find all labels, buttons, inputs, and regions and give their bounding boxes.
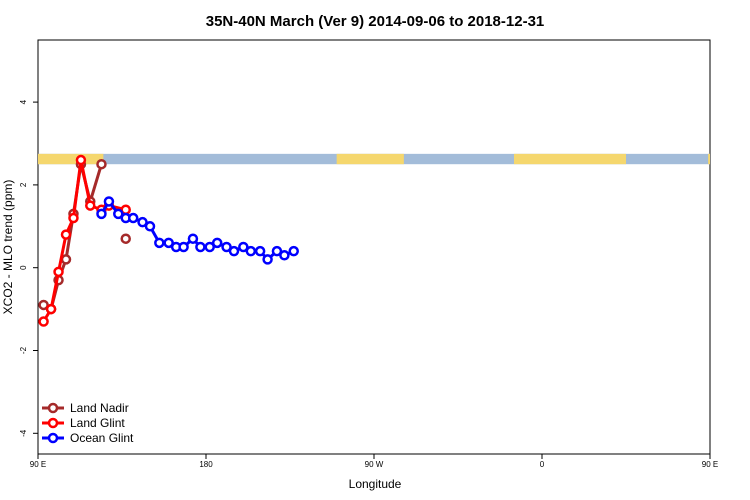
data-point <box>238 241 249 253</box>
data-point <box>53 266 64 278</box>
plot-frame <box>37 39 711 455</box>
data-point <box>85 200 96 211</box>
y-tick-label: -2 <box>19 346 28 354</box>
data-point <box>262 254 273 265</box>
legend-marker <box>47 417 59 429</box>
series-group <box>38 154 299 327</box>
data-point <box>103 196 115 207</box>
data-point <box>221 241 232 253</box>
axes: 90 E 180 90 W 0 90 E -4 -2 0 2 4 <box>19 99 718 469</box>
x-tick-label: 90 W <box>365 460 384 469</box>
y-tick-label: -4 <box>19 429 28 437</box>
x-tick-label: 90 E <box>30 460 46 469</box>
legend-label: Land Glint <box>70 416 125 430</box>
landmask-band <box>38 153 710 165</box>
data-point <box>144 221 156 232</box>
legend-label: Land Nadir <box>70 401 129 415</box>
y-tick-label: 4 <box>19 99 28 104</box>
data-point <box>195 241 206 253</box>
data-point <box>38 299 49 311</box>
data-point <box>178 241 189 253</box>
data-point <box>187 233 199 244</box>
series-ocean-glint <box>96 196 299 265</box>
x-tick-label: 0 <box>540 460 545 469</box>
x-tick-label: 180 <box>199 460 213 469</box>
data-point <box>45 303 57 315</box>
data-point <box>154 237 165 249</box>
data-point <box>60 254 72 265</box>
data-point <box>288 245 299 257</box>
data-point <box>75 154 87 166</box>
land-band-segment <box>514 153 626 165</box>
data-point <box>137 216 148 228</box>
data-point <box>113 208 124 220</box>
data-point <box>245 245 257 257</box>
data-point <box>163 237 174 249</box>
y-tick-label: 2 <box>19 182 28 187</box>
series-land-glint <box>38 154 131 327</box>
data-point <box>211 237 223 249</box>
data-point <box>271 245 283 257</box>
series-line <box>42 162 103 311</box>
y-tick-label: 0 <box>19 265 28 270</box>
land-band-segment <box>708 153 710 165</box>
x-tick-label: 90 E <box>702 460 718 469</box>
data-point <box>68 212 79 224</box>
data-point <box>38 316 49 327</box>
data-point <box>120 233 131 244</box>
data-point <box>204 241 215 253</box>
legend-label: Ocean Glint <box>70 431 134 445</box>
data-point <box>60 229 72 240</box>
data-point <box>96 208 107 220</box>
series-line <box>42 158 127 323</box>
data-point <box>254 245 266 257</box>
chart-title: 35N-40N March (Ver 9) 2014-09-06 to 2018… <box>206 13 545 30</box>
y-axis-label: XCO2 - MLO trend (ppm) <box>1 180 15 315</box>
land-band-segment <box>336 153 404 165</box>
legend-marker <box>47 402 59 414</box>
legend-marker <box>47 432 59 444</box>
data-point <box>127 212 139 224</box>
data-point <box>228 245 240 257</box>
data-point <box>96 158 107 170</box>
land-band-segment <box>38 153 104 165</box>
x-axis-label: Longitude <box>349 477 402 491</box>
data-point <box>279 250 290 261</box>
